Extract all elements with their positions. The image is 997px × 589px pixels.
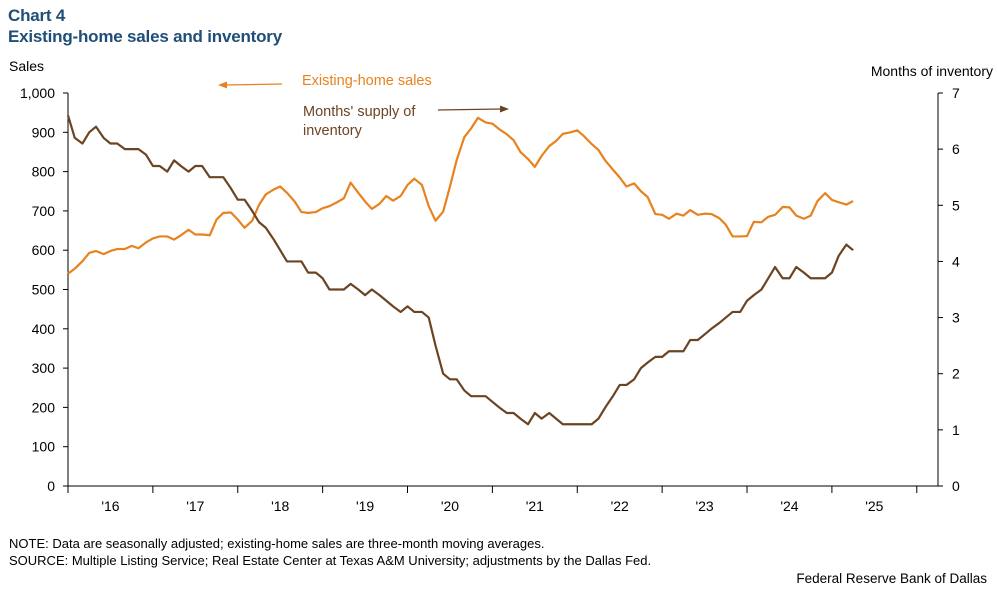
x-tick-label: '19 xyxy=(356,498,374,514)
note-text: NOTE: Data are seasonally adjusted; exis… xyxy=(9,536,545,551)
right-tick-label: 3 xyxy=(952,310,960,326)
left-tick-label: 800 xyxy=(32,164,56,180)
left-tick-label: 1,000 xyxy=(20,85,55,101)
chart-title: Existing-home sales and inventory xyxy=(8,27,282,46)
left-tick-label: 400 xyxy=(32,321,56,337)
right-tick-label: 7 xyxy=(952,85,960,101)
sales-series-line xyxy=(67,116,854,275)
sales-annotation: Existing-home sales xyxy=(302,73,432,89)
x-tick-label: '16 xyxy=(101,498,119,514)
chart-number: Chart 4 xyxy=(8,6,66,25)
right-axis-title: Months of inventory xyxy=(870,63,993,79)
right-tick-label: 4 xyxy=(952,253,960,269)
x-tick-label: '17 xyxy=(186,498,204,514)
left-tick-label: 900 xyxy=(32,124,56,140)
source-text: SOURCE: Multiple Listing Service; Real E… xyxy=(9,553,652,568)
right-tick-label: 6 xyxy=(952,141,960,157)
x-tick-label: '25 xyxy=(865,498,883,514)
inventory-annotation-arrowhead xyxy=(500,105,509,113)
left-tick-label: 100 xyxy=(32,439,56,455)
right-tick-label: 0 xyxy=(952,478,960,494)
inventory-annotation-arrow-line xyxy=(437,108,502,111)
sales-annotation-arrowhead xyxy=(218,81,227,89)
left-tick-label: 500 xyxy=(32,282,56,298)
credit-text: Federal Reserve Bank of Dallas xyxy=(796,571,987,586)
x-tick-label: '18 xyxy=(271,498,289,514)
inventory-series-line xyxy=(66,115,854,426)
right-tick-label: 2 xyxy=(952,366,960,382)
right-tick-label: 1 xyxy=(952,422,960,438)
x-tick-label: '23 xyxy=(695,498,713,514)
x-tick-label: '21 xyxy=(526,498,544,514)
left-tick-label: 200 xyxy=(32,399,56,415)
x-tick-label: '20 xyxy=(441,498,459,514)
right-tick-label: 5 xyxy=(952,197,960,213)
left-tick-label: 600 xyxy=(32,242,56,258)
left-axis-title: Sales xyxy=(9,58,45,74)
x-tick-label: '22 xyxy=(611,498,629,514)
left-tick-label: 700 xyxy=(32,203,56,219)
inventory-annotation-line-2: inventory xyxy=(303,123,363,139)
left-tick-label: 0 xyxy=(47,478,55,494)
sales-annotation-arrow-line xyxy=(225,83,283,86)
left-tick-label: 300 xyxy=(32,360,56,376)
x-tick-label: '24 xyxy=(780,498,798,514)
inventory-annotation-line-1: Months' supply of xyxy=(303,104,416,120)
